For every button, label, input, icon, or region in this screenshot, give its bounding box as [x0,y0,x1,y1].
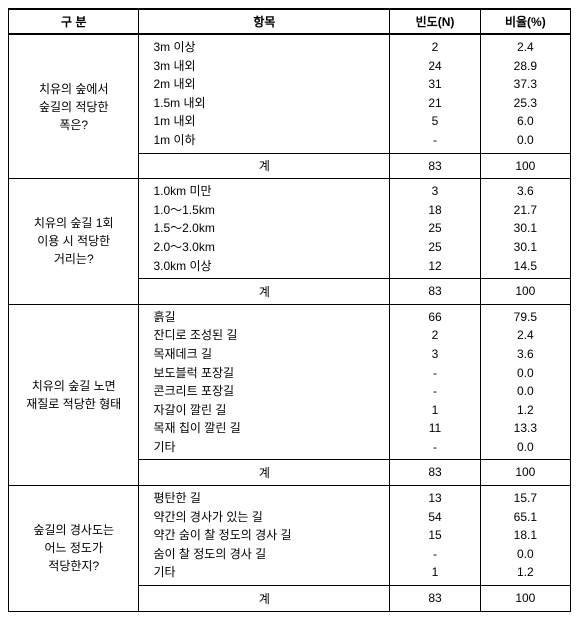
freq-cell: 318252512 [390,179,480,279]
survey-table: 구 분 항목 빈도(N) 비율(%) 치유의 숲에서숲길의 적당한폭은?3m 이… [8,8,571,612]
subtotal-label: 계 [139,460,390,486]
subtotal-label: 계 [139,586,390,612]
freq-cell: 135415-1 [390,486,480,586]
pct-cell: 79.52.43.60.00.01.213.30.0 [480,304,570,460]
subtotal-pct: 100 [480,586,570,612]
header-pct: 비율(%) [480,9,570,34]
subtotal-pct: 100 [480,153,570,179]
subtotal-pct: 100 [480,460,570,486]
subtotal-pct: 100 [480,279,570,305]
items-cell: 흙길잔디로 조성된 길목재데크 길보도블럭 포장길콘크리트 포장길자갈이 깔린 … [139,304,390,460]
subtotal-freq: 83 [390,460,480,486]
items-cell: 평탄한 길약간의 경사가 있는 길약간 숨이 찰 정도의 경사 길숨이 찰 정도… [139,486,390,586]
items-cell: 3m 이상3m 내외2m 내외1.5m 내외1m 내외1m 이하 [139,34,390,153]
subtotal-freq: 83 [390,153,480,179]
category-cell: 숲길의 경사도는어느 정도가적당한지? [9,486,139,612]
table-row: 숲길의 경사도는어느 정도가적당한지?평탄한 길약간의 경사가 있는 길약간 숨… [9,486,571,586]
table-row: 치유의 숲에서숲길의 적당한폭은?3m 이상3m 내외2m 내외1.5m 내외1… [9,34,571,153]
category-cell: 치유의 숲에서숲길의 적당한폭은? [9,34,139,179]
category-cell: 치유의 숲길 노면재질로 적당한 형태 [9,304,139,485]
freq-cell: 22431215- [390,34,480,153]
subtotal-label: 계 [139,279,390,305]
pct-cell: 2.428.937.325.36.00.0 [480,34,570,153]
header-freq: 빈도(N) [390,9,480,34]
subtotal-freq: 83 [390,279,480,305]
header-row: 구 분 항목 빈도(N) 비율(%) [9,9,571,34]
category-cell: 치유의 숲길 1회이용 시 적당한거리는? [9,179,139,305]
header-category: 구 분 [9,9,139,34]
freq-cell: 6623--111- [390,304,480,460]
pct-cell: 15.765.118.10.01.2 [480,486,570,586]
items-cell: 1.0km 미만1.0～1.5km1.5～2.0km2.0～3.0km3.0km… [139,179,390,279]
pct-cell: 3.621.730.130.114.5 [480,179,570,279]
table-row: 치유의 숲길 1회이용 시 적당한거리는?1.0km 미만1.0～1.5km1.… [9,179,571,279]
header-item: 항목 [139,9,390,34]
subtotal-label: 계 [139,153,390,179]
subtotal-freq: 83 [390,586,480,612]
table-row: 치유의 숲길 노면재질로 적당한 형태흙길잔디로 조성된 길목재데크 길보도블럭… [9,304,571,460]
